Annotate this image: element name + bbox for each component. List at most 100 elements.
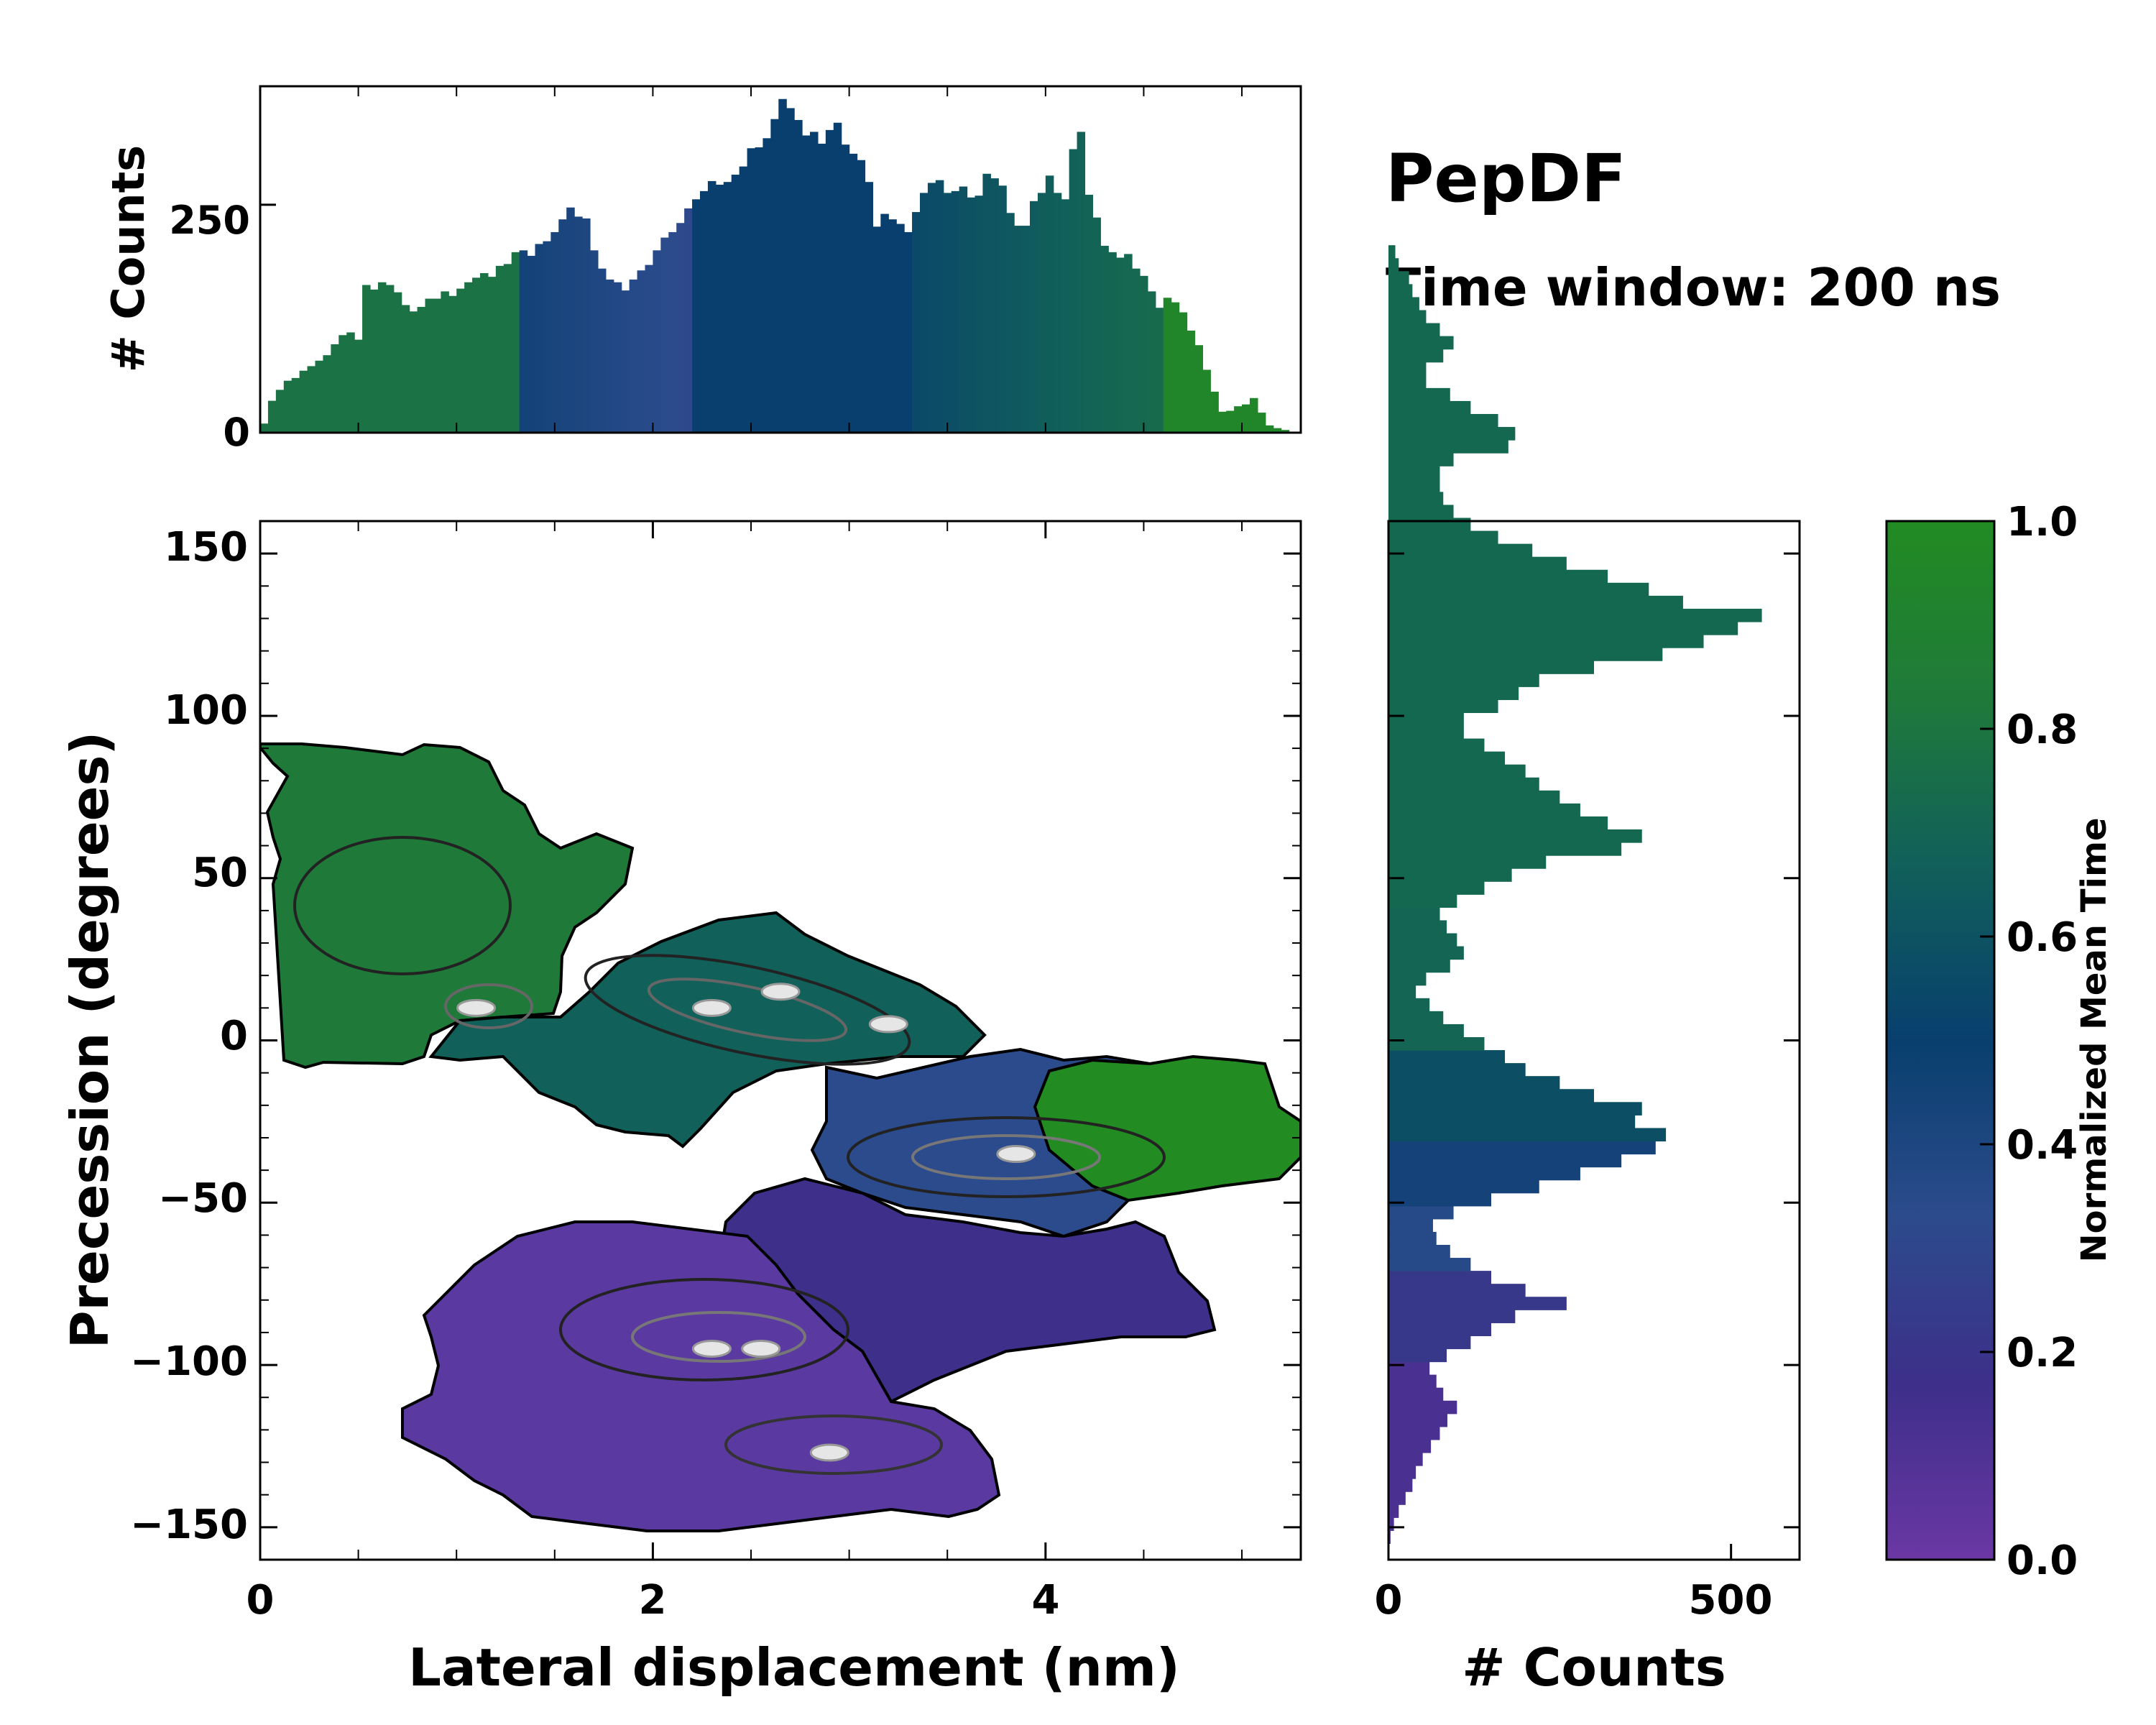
right-histogram-bar — [1388, 1205, 1454, 1220]
top-histogram-bar — [699, 190, 709, 433]
top-histogram-bar — [857, 160, 866, 433]
top-histogram-bar — [511, 252, 520, 433]
top-histogram-bar — [1179, 312, 1188, 433]
cluster-upper-left — [260, 742, 635, 1070]
y-tick-label-minus-150: −150 — [130, 1501, 248, 1548]
top-histogram-bar — [1194, 345, 1203, 433]
top-histogram-bar — [574, 216, 583, 433]
right-histogram-bar — [1388, 1297, 1567, 1310]
y-tick-label-minus-100: −100 — [130, 1338, 248, 1385]
top-histogram-bar — [527, 255, 536, 433]
top-histogram-bar — [535, 244, 544, 433]
top-histogram-bar — [1171, 302, 1180, 433]
right-histogram-bar — [1388, 400, 1471, 415]
right-histogram-bar — [1388, 1400, 1457, 1414]
right-histogram-bar — [1388, 1361, 1430, 1376]
chart-title: PepDF — [1386, 140, 1626, 217]
right-histogram-bar — [1388, 1478, 1413, 1492]
right-histogram-bar — [1388, 933, 1457, 947]
top-histogram-bar — [1029, 201, 1038, 433]
right-histogram-bar — [1388, 829, 1642, 843]
density-peak — [691, 1339, 732, 1358]
top-histogram-bar — [275, 390, 285, 433]
top-histogram-bar — [660, 237, 669, 433]
top-histogram-bar — [1116, 257, 1125, 433]
top-histogram-bar — [998, 185, 1007, 433]
right-histogram-bar — [1388, 751, 1506, 765]
top-histogram-bar — [315, 360, 324, 433]
main-plot-ticks — [259, 521, 1301, 1560]
top-histogram-bar — [645, 264, 654, 433]
top-histogram-bar — [621, 290, 630, 433]
top-histogram-bar — [291, 377, 300, 433]
right-histogram-bar — [1388, 1374, 1437, 1389]
right-histogram-bar — [1388, 297, 1419, 311]
top-histogram-bar — [865, 182, 874, 433]
top-histogram-bar — [763, 138, 771, 433]
right-histogram-bar — [1388, 258, 1399, 272]
top-histogram-bar — [401, 305, 410, 433]
right-histogram-bar — [1388, 842, 1622, 856]
top-histogram-bar — [770, 119, 779, 433]
top-histogram-bar — [613, 282, 622, 433]
colorbar-tick-label-1.0: 1.0 — [2007, 499, 2078, 546]
top-histogram-bar — [833, 122, 842, 433]
y-tick-label-minus-50: −50 — [158, 1175, 248, 1222]
top-histogram-bar — [409, 311, 418, 433]
right-histogram-bar — [1388, 427, 1516, 441]
x-axis-label: Lateral displacement (nm) — [408, 1637, 1180, 1698]
density-contour — [444, 983, 533, 1029]
right-histogram-bar — [1388, 310, 1427, 324]
colorbar-bar — [1885, 520, 1996, 1561]
colorbar: 1.0 0.8 0.6 0.4 0.2 0.0 Normalized Mean … — [1885, 499, 2114, 1584]
right-histogram-bar — [1388, 1011, 1444, 1025]
x-tick-label-4: 4 — [1032, 1577, 1060, 1624]
top-histogram-bar — [707, 180, 717, 433]
right-histogram-bar — [1388, 453, 1454, 466]
top-histogram-bar — [550, 231, 559, 433]
right-histogram-bar — [1388, 556, 1567, 571]
right-histogram-bar — [1388, 271, 1409, 285]
right-histogram-bar — [1388, 712, 1464, 727]
right-histogram-bar — [1388, 998, 1430, 1012]
right-histogram-bar — [1388, 1218, 1433, 1233]
right-histogram-bar — [1388, 985, 1416, 999]
right-histogram-bar — [1388, 1192, 1491, 1207]
top-histogram-bar — [1265, 425, 1274, 433]
top-histogram-bar — [739, 166, 748, 433]
right-histogram-bar — [1388, 1024, 1464, 1038]
top-histogram-ticks — [260, 86, 1243, 434]
right-histogram-bar — [1388, 1413, 1447, 1427]
right-histogram-bar — [1388, 816, 1608, 830]
right-histogram-bar — [1388, 920, 1447, 934]
cluster-central-band — [428, 911, 987, 1149]
right-histogram-bar — [1388, 1102, 1642, 1116]
top-histogram-bar — [323, 355, 331, 433]
density-contour — [631, 1311, 806, 1363]
top-histogram-bar — [1006, 213, 1015, 433]
colorbar-ticks — [1980, 520, 1994, 1561]
top-histogram-bar — [1210, 391, 1219, 433]
top-histogram-bar — [935, 180, 944, 433]
density-peaks — [456, 983, 1036, 1462]
density-contour — [911, 1134, 1101, 1180]
chart-subtitle: Time window: 200 ns — [1386, 257, 2001, 318]
right-histogram-bar — [1388, 530, 1498, 545]
top-histogram-bar — [597, 268, 607, 433]
right-histogram-bar — [1388, 725, 1464, 740]
top-histogram-bar — [1242, 404, 1250, 433]
top-histogram-bar — [1084, 194, 1093, 433]
right-histogram-bar — [1388, 582, 1649, 597]
right-histogram-bar — [1388, 946, 1464, 960]
cluster-lower-purple — [401, 1220, 1001, 1532]
top-histogram-bar — [1147, 291, 1156, 433]
y-tick-label-50: 50 — [192, 850, 248, 896]
right-histogram-bar — [1388, 1310, 1516, 1323]
top-histogram-bar — [605, 279, 614, 433]
top-histogram-bar — [385, 285, 395, 433]
right-histogram-bar — [1388, 1115, 1636, 1129]
right-histogram-bar — [1388, 959, 1450, 973]
right-histogram-bar — [1388, 1517, 1394, 1531]
top-histogram-bar — [267, 400, 277, 433]
top-histogram-bar — [755, 147, 764, 433]
